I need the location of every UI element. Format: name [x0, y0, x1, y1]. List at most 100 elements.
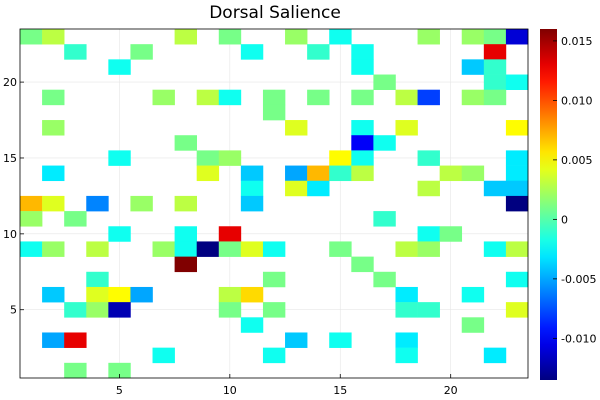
heatmap-cell: [395, 347, 418, 364]
heatmap-cell: [461, 89, 485, 106]
heatmap-cell: [505, 195, 529, 212]
heatmap-cell: [285, 120, 308, 136]
heatmap-cells: [20, 29, 529, 379]
heatmap-cell: [417, 29, 440, 45]
heatmap-cell: [108, 362, 131, 379]
heatmap-cell: [483, 347, 507, 364]
heatmap-cell: [108, 150, 131, 166]
heatmap-cell: [152, 347, 175, 364]
heatmap-cell: [351, 89, 374, 106]
heatmap-cell: [86, 195, 109, 212]
heatmap-cell: [108, 286, 131, 303]
heatmap-cell: [461, 165, 485, 182]
plot-frame: [19, 28, 529, 379]
heatmap-cell: [505, 165, 529, 182]
colorbar-tick-label: 0.015: [561, 35, 593, 48]
heatmap-cell: [152, 89, 175, 106]
heatmap-cell: [86, 286, 109, 303]
heatmap-cell: [240, 195, 264, 212]
heatmap-cell: [262, 104, 286, 121]
heatmap-cell: [262, 241, 286, 257]
heatmap-cell: [262, 302, 286, 318]
heatmap-cell: [373, 271, 396, 288]
y-tick-label: 15: [3, 152, 17, 165]
heatmap-cell: [218, 29, 242, 45]
heatmap-cell: [373, 74, 396, 90]
heatmap-cell: [218, 241, 242, 257]
heatmap-cell: [373, 135, 396, 151]
heatmap-cell: [218, 286, 242, 303]
heatmap-cell: [461, 59, 485, 75]
heatmap-cell: [329, 150, 352, 166]
heatmap-cell: [461, 317, 485, 333]
heatmap-cell: [108, 302, 131, 318]
heatmap-cell: [395, 286, 418, 303]
colorbar-tick-label: -0.010: [561, 332, 596, 345]
heatmap-cell: [373, 211, 396, 227]
heatmap-cell: [307, 180, 330, 197]
x-tick-label: 10: [223, 384, 237, 397]
heatmap-cell: [64, 302, 87, 318]
heatmap-cell: [262, 89, 286, 106]
y-tick-label: 10: [3, 228, 17, 241]
y-tick-label: 5: [10, 304, 17, 317]
colorbar-tick-label: 0.005: [561, 154, 593, 167]
heatmap-cell: [42, 165, 65, 182]
chart-title: Dorsal Salience: [209, 3, 341, 23]
colorbar-tick-label: -0.005: [561, 273, 596, 286]
heatmap-cell: [174, 135, 197, 151]
heatmap-cell: [196, 89, 220, 106]
heatmap-cell: [108, 226, 131, 242]
heatmap-cell: [42, 332, 65, 348]
heatmap-cell: [240, 286, 264, 303]
heatmap-cell: [42, 29, 65, 45]
heatmap-cell: [86, 302, 109, 318]
heatmap-cell: [285, 180, 308, 197]
heatmap-cell: [285, 165, 308, 182]
heatmap-cell: [483, 180, 507, 197]
heatmap-cell: [505, 302, 529, 318]
heatmap-cell: [395, 332, 418, 348]
heatmap-cell: [417, 226, 440, 242]
heatmap-cell: [329, 165, 352, 182]
heatmap-cell: [42, 120, 65, 136]
heatmap-cell: [461, 29, 485, 45]
heatmap-cell: [417, 180, 440, 197]
heatmap-cell: [174, 256, 197, 273]
heatmap-cell: [262, 347, 286, 364]
heatmap-cell: [505, 180, 529, 197]
x-tick-label: 20: [444, 384, 458, 397]
heatmap-cell: [20, 211, 43, 227]
heatmap-cell: [395, 302, 418, 318]
colorbar-tick-label: 0: [561, 213, 568, 226]
heatmap-cell: [196, 150, 220, 166]
heatmap-cell: [196, 241, 220, 257]
heatmap-cell: [218, 226, 242, 242]
heatmap-cell: [42, 195, 65, 212]
heatmap-cell: [483, 74, 507, 90]
heatmap-cell: [439, 226, 463, 242]
heatmap-cell: [395, 120, 418, 136]
heatmap-cell: [152, 241, 175, 257]
heatmap-cell: [483, 89, 507, 106]
heatmap-cell: [20, 195, 43, 212]
heatmap-cell: [351, 256, 374, 273]
heatmap-cell: [196, 165, 220, 182]
heatmap-cell: [505, 150, 529, 166]
heatmap-cell: [42, 89, 65, 106]
heatmap-cell: [174, 241, 197, 257]
heatmap-cell: [108, 59, 131, 75]
heatmap-cell: [483, 44, 507, 60]
heatmap-cell: [262, 271, 286, 288]
heatmap-cell: [483, 241, 507, 257]
heatmap-cell: [329, 241, 352, 257]
y-tick-label: 20: [3, 76, 17, 89]
heatmap-cell: [86, 241, 109, 257]
heatmap-cell: [240, 241, 264, 257]
colorbar-tick-label: 0.010: [561, 94, 593, 107]
heatmap-cell: [240, 44, 264, 60]
heatmap-cell: [417, 150, 440, 166]
heatmap-cell: [174, 226, 197, 242]
heatmap-cell: [174, 195, 197, 212]
heatmap-cell: [483, 29, 507, 45]
